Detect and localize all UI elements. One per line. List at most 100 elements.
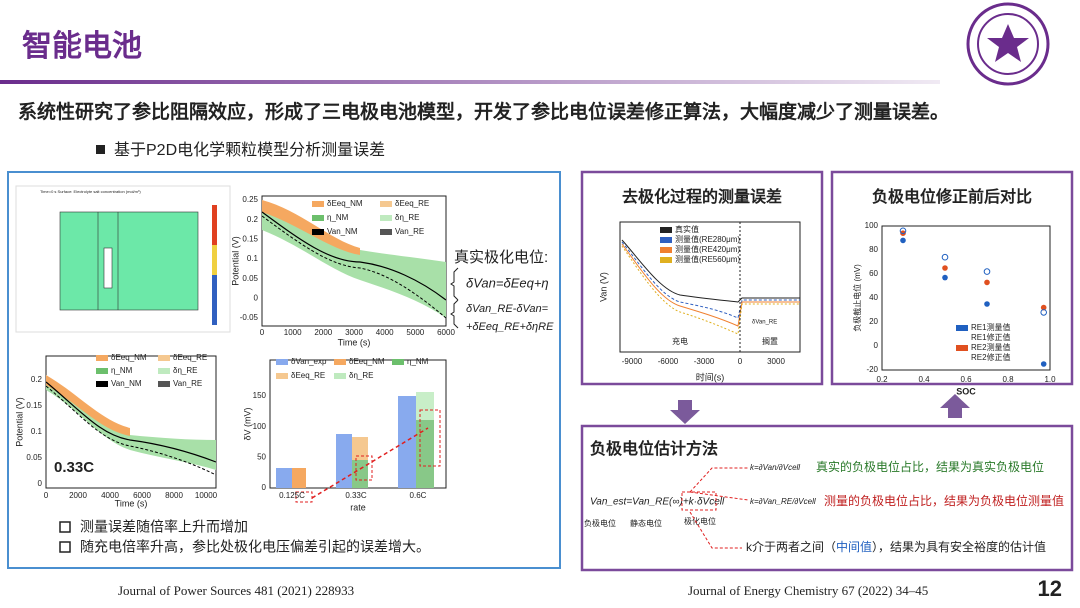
- legend-swatch: [276, 359, 288, 365]
- legend-swatch: [334, 359, 346, 365]
- y-tick-label: 60: [869, 269, 878, 278]
- legend-swatch: [392, 359, 404, 365]
- legend-swatch: [380, 201, 392, 207]
- page-number: 12: [1038, 576, 1062, 601]
- y-tick-label: 80: [869, 245, 878, 254]
- legend-label: Van_NM: [327, 227, 358, 236]
- plot-axes: [45, 355, 217, 489]
- curve: [45, 385, 217, 476]
- curve: [621, 241, 800, 319]
- x-tick-label: 1000: [284, 328, 302, 337]
- x-tick-label: 6000: [133, 491, 151, 500]
- legend-label: η_NM: [407, 357, 429, 366]
- equation: +δEeq_RE+δηRE: [466, 321, 554, 333]
- bullet: 基于P2D电化学颗粒模型分析测量误差: [114, 141, 385, 159]
- scatter-dot: [899, 227, 907, 235]
- legend-swatch: [660, 257, 672, 263]
- k-formula: k=∂Van/∂Vcell: [750, 463, 800, 472]
- scatter-dot: [942, 274, 948, 281]
- title: 智能电池: [22, 30, 142, 63]
- y-tick-label: 0: [38, 479, 43, 488]
- scatter-dot: [984, 301, 990, 307]
- y-tick-label: 100: [865, 221, 879, 230]
- box-title: 去极化过程的测量误差: [622, 187, 782, 206]
- x-axis-label: SOC: [956, 386, 976, 396]
- legend-label: η_NM: [327, 213, 349, 222]
- reference: Journal of Energy Chemistry 67 (2022) 34…: [688, 583, 928, 598]
- region-label: 充电: [672, 336, 688, 346]
- legend-swatch: [334, 373, 346, 379]
- x-tick-label: 1.0: [1044, 375, 1056, 384]
- sim-title: Time=0 s Surface: Electrolyte salt conce…: [40, 189, 141, 194]
- arrow-down: [670, 400, 700, 424]
- legend-swatch: [312, 229, 324, 235]
- scatter-dot: [942, 265, 948, 271]
- legend-label: δη_RE: [349, 371, 373, 380]
- description-part: k介于两者之间（: [746, 540, 836, 554]
- legend-swatch: [660, 237, 672, 243]
- x-axis-label: 时间(s): [696, 371, 725, 382]
- y-tick-label: -0.05: [240, 313, 259, 322]
- y-tick-label: 150: [253, 391, 267, 400]
- legend-label: RE2修正值: [971, 352, 1011, 362]
- x-tick-label: 0.33C: [345, 491, 367, 500]
- y-axis-label: Van (V): [598, 272, 608, 302]
- annotation: δVan_RE: [752, 320, 777, 326]
- y-tick-label: 100: [253, 422, 267, 431]
- x-tick-label: -3000: [694, 357, 715, 366]
- legend-label: Van_RE: [395, 227, 424, 236]
- x-tick-label: 0.6: [960, 375, 972, 384]
- x-tick-label: 2000: [69, 491, 87, 500]
- description: 测量的负极电位占比，结果为负极电位测量值: [824, 493, 1064, 508]
- arrow-up: [940, 394, 970, 418]
- term-label: 极化电位: [684, 516, 716, 526]
- k-formula: k=∂Van_RE/∂Vcell: [750, 497, 816, 506]
- legend-label: 测量值(RE280μm): [675, 234, 740, 244]
- arrows: [689, 467, 749, 549]
- legend-swatch: [158, 368, 170, 374]
- x-tick-label: -6000: [658, 357, 679, 366]
- logo: [966, 2, 1050, 86]
- scatter-dot: [900, 237, 906, 244]
- x-tick-label: -9000: [622, 357, 643, 366]
- x-axis-label: Time (s): [115, 498, 148, 508]
- legend-swatch: [312, 201, 324, 207]
- legend-label: 测量值(RE420μm): [675, 244, 740, 254]
- legend-label: δEeq_RE: [395, 199, 429, 208]
- description-part: ），结果为具有安全裕度的估计值: [872, 539, 1046, 554]
- scatter-dot: [1040, 361, 1047, 367]
- legend-swatch: [956, 325, 968, 331]
- y-tick-label: 0.2: [31, 375, 43, 384]
- y-tick-label: 0.1: [247, 254, 259, 263]
- curve: [621, 239, 800, 303]
- y-tick-label: 0.15: [26, 401, 42, 410]
- equation: δVan_RE-δVan=: [466, 303, 549, 315]
- area-eta: [46, 375, 216, 470]
- term-label: 静态电位: [630, 518, 662, 528]
- x-axis-label: rate: [350, 502, 366, 512]
- y-tick-label: 20: [869, 317, 878, 326]
- y-tick-label: 0.05: [26, 453, 42, 462]
- x-axis-label: Time (s): [338, 337, 371, 347]
- y-tick-label: 0.2: [247, 215, 259, 224]
- description: k介于两者之间（中间值），结果为具有安全裕度的估计值: [746, 539, 1046, 554]
- x-tick-label: 2000: [314, 328, 332, 337]
- legend-swatch: [276, 373, 288, 379]
- x-tick-label: 0: [260, 328, 265, 337]
- scatter-dot: [983, 268, 991, 275]
- x-tick-label: 4000: [101, 491, 119, 500]
- scatter-dot: [984, 279, 990, 286]
- y-tick-label: 0: [874, 341, 879, 350]
- x-tick-label: 0: [44, 491, 49, 500]
- bullet-square: [96, 145, 105, 154]
- legend-swatch: [158, 355, 170, 361]
- simulation-image: [15, 185, 231, 333]
- region-label: 搁置: [762, 336, 778, 346]
- legend-label: Van_RE: [173, 379, 202, 388]
- legend-swatch: [96, 381, 108, 387]
- x-tick-label: 0.6C: [410, 491, 427, 500]
- y-tick-label: 0: [262, 483, 267, 492]
- legend-swatch: [96, 355, 108, 361]
- note: 测量误差随倍率上升而增加: [80, 519, 248, 535]
